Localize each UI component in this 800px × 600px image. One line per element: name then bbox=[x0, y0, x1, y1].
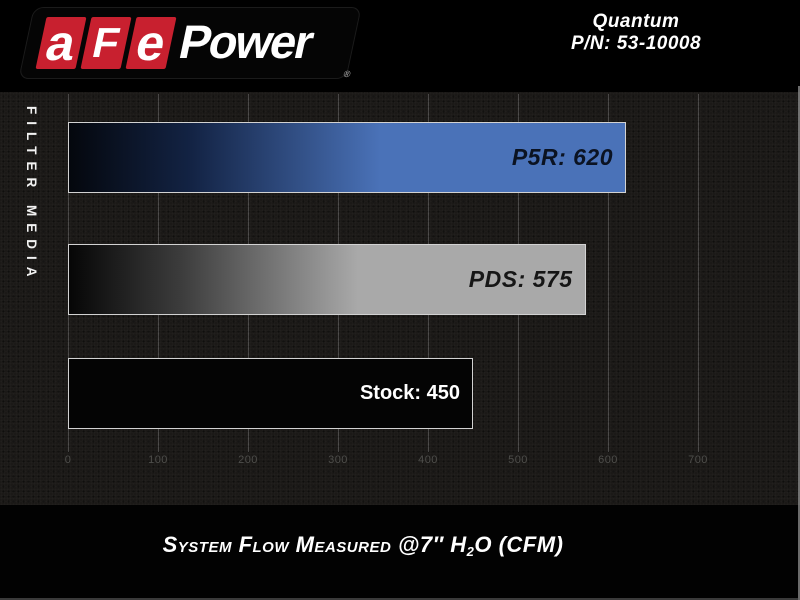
x-axis-tick-label: 600 bbox=[598, 454, 618, 466]
bar-value-label: P5R: 620 bbox=[511, 144, 613, 170]
y-axis-label: FILTER MEDIA bbox=[24, 106, 39, 284]
header: a F e Power ® Quantum P/N: 53-10008 bbox=[0, 0, 800, 92]
x-axis-tick-label: 700 bbox=[688, 454, 708, 466]
plot-area: FILTER MEDIA 0 100 200 300 400 500 600 700 P5R: … bbox=[0, 92, 800, 505]
x-axis-tick-label: 0 bbox=[64, 454, 72, 466]
logo-letter-f: F bbox=[80, 17, 132, 69]
x-axis-tick-label: 500 bbox=[508, 454, 528, 466]
x-axis-tick-label: 100 bbox=[148, 454, 168, 466]
logo-letter-a: a bbox=[35, 17, 87, 69]
caption-prefix: System Flow Measured @7″ H bbox=[162, 532, 467, 557]
logo-red-blocks: a F e bbox=[35, 17, 177, 69]
bar-p5r: P5R: 620 bbox=[68, 122, 626, 193]
logo-letter-e: e bbox=[125, 17, 177, 69]
caption-subscript: 2 bbox=[466, 544, 475, 559]
part-number: P/N: 53-10008 bbox=[570, 33, 702, 54]
registered-trademark-symbol: ® bbox=[342, 69, 352, 79]
x-axis-tick-label: 200 bbox=[238, 454, 258, 466]
afe-power-logo: a F e Power ® bbox=[18, 7, 362, 79]
gridline bbox=[698, 94, 699, 452]
x-axis-tick-label: 300 bbox=[328, 454, 348, 466]
footer: System Flow Measured @7″ H2O (CFM) bbox=[0, 505, 800, 600]
bar-value-label: Stock: 450 bbox=[359, 382, 460, 404]
logo-power-text: Power bbox=[174, 14, 318, 68]
bottom-edge-artifact bbox=[0, 598, 800, 600]
bar-pds: PDS: 575 bbox=[68, 244, 586, 315]
right-edge-artifact bbox=[798, 86, 800, 600]
x-axis-tick-label: 400 bbox=[418, 454, 438, 466]
caption-suffix: O (CFM) bbox=[474, 532, 564, 557]
product-info: Quantum P/N: 53-10008 bbox=[560, 11, 712, 55]
bar-stock: Stock: 450 bbox=[68, 358, 473, 429]
bar-value-label: PDS: 575 bbox=[468, 266, 573, 292]
gridline bbox=[608, 94, 609, 452]
product-name: Quantum bbox=[592, 11, 680, 32]
x-axis-caption: System Flow Measured @7″ H2O (CFM) bbox=[163, 532, 564, 559]
